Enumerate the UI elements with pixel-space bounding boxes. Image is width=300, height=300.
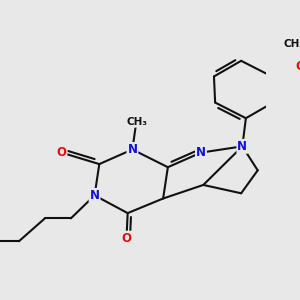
Text: N: N (128, 143, 137, 156)
Text: N: N (196, 146, 206, 159)
Text: CH₃: CH₃ (283, 39, 300, 49)
Text: N: N (237, 140, 247, 153)
Text: O: O (56, 146, 67, 159)
Text: O: O (295, 59, 300, 73)
Text: CH₃: CH₃ (127, 117, 148, 127)
Text: N: N (90, 189, 100, 202)
Text: O: O (122, 232, 131, 244)
